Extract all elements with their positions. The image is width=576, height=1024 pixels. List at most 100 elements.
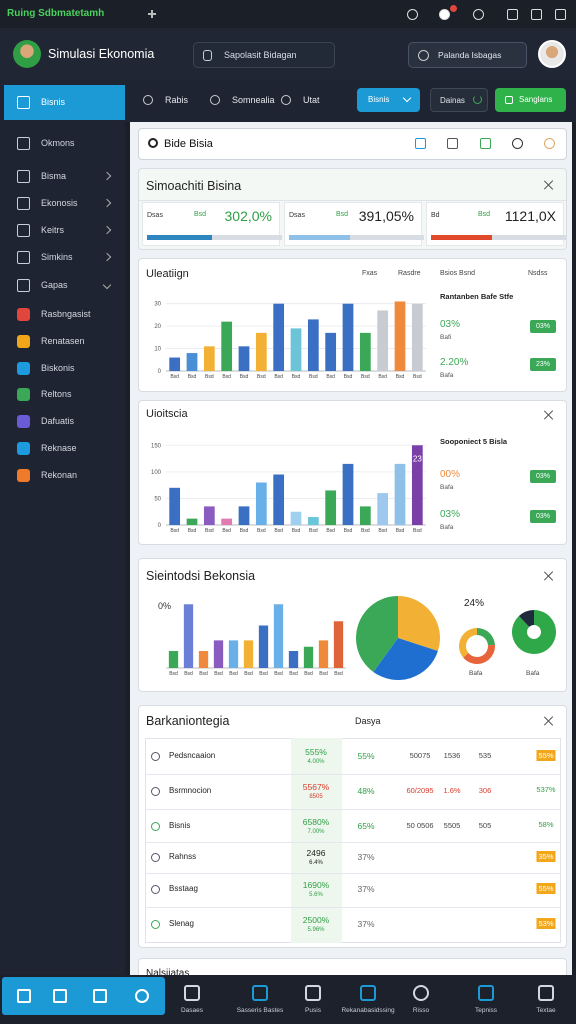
nav-icon[interactable] [360,985,376,1001]
search-tool[interactable] [447,138,458,149]
sidebar-item[interactable]: Bisma [41,171,67,181]
sidebar-icon[interactable] [17,362,30,375]
search-box[interactable]: Bide Bisia [138,128,567,160]
nav-icon[interactable] [184,985,200,1001]
nav-label[interactable]: Sasseris Bastes [236,1007,284,1014]
sidebar-icon[interactable] [17,96,30,109]
bottom-icon[interactable] [53,989,67,1003]
nav-icon[interactable] [252,985,268,1001]
sidebar-icon[interactable] [17,308,30,321]
sidebar-item[interactable]: Reltons [41,389,72,399]
sidebar [0,80,125,975]
stat-label: Dsas [289,212,305,219]
close-button[interactable] [543,716,554,726]
window-icon[interactable] [507,9,518,20]
nav-icon[interactable] [305,985,321,1001]
row-change: 65% [357,821,375,831]
sidebar-active[interactable] [4,85,125,120]
sidebar-item[interactable]: Ekonosis [41,198,78,208]
nav-label[interactable]: Rekanabasidssing [341,1007,395,1014]
nav-icon[interactable] [538,985,554,1001]
sidebar-icon[interactable] [17,224,30,237]
search-tool[interactable] [544,138,555,149]
sidebar-item[interactable]: Dafuatis [41,416,75,426]
primary-icon [505,96,513,104]
toolbar-tab[interactable]: Utat [303,95,320,105]
sidebar-item[interactable]: Bisnis [41,97,66,107]
sidebar-item[interactable]: Keitrs [41,225,65,235]
row-divider [146,841,560,843]
logo-avatar[interactable] [13,40,41,68]
stat-value: 391,05% [358,208,414,224]
tab-icon [210,95,220,105]
row-divider [146,906,560,908]
row-compare: 50 0506 [406,821,434,830]
window-icon[interactable] [555,9,566,20]
close-button[interactable] [543,571,554,581]
sidebar-item[interactable]: Simkins [41,252,73,262]
sidebar-icon[interactable] [17,442,30,455]
row-name: Bisnis [169,821,191,830]
row-compare: 505 [478,821,492,830]
stat-label: Dsas [147,212,163,219]
toolbar-tab[interactable]: Rabis [165,95,189,105]
side-value: 00% [440,469,461,480]
sidebar-item[interactable]: Renatasen [41,336,85,346]
row-icon [151,885,160,894]
sidebar-icon[interactable] [17,335,30,348]
row-metric: 2500% [302,915,330,925]
sidebar-icon[interactable] [17,469,30,482]
toolbar-secondary[interactable]: Dainas [430,88,488,112]
header-search[interactable]: Sapolasit Bidagan [193,42,335,68]
toolbar-dropdown[interactable]: Bisnis [357,88,420,112]
sidebar-item[interactable]: Reknase [41,443,77,453]
chart-title: Sieintodsi Bekonsia [146,569,256,583]
close-button[interactable] [543,180,554,190]
sidebar-item[interactable]: Biskonis [41,363,75,373]
nav-label[interactable]: Dasaes [180,1007,204,1014]
dropdown-caret [402,93,412,103]
nav-label[interactable]: Pusis [305,1007,321,1014]
close-button[interactable] [543,410,554,420]
side-badge: 03% [530,320,556,333]
legend-label: Fxas [362,270,378,277]
sidebar-icon[interactable] [17,251,30,264]
sidebar-item[interactable]: Rekonan [41,470,78,480]
app-name: Simulasi Ekonomia [48,47,155,61]
search-tool[interactable] [415,138,426,149]
window-icon[interactable] [473,9,484,20]
nav-label[interactable]: Tepniss [474,1007,498,1014]
nav-label[interactable]: Textae [536,1007,556,1014]
window-icon[interactable] [407,9,418,20]
new-tab[interactable] [151,10,153,18]
toolbar-tab[interactable]: Somnealia [232,95,275,105]
progress-track [431,235,566,240]
footer-card-title: Nalsiiatas [146,968,190,979]
progress-bar [431,235,492,240]
toolbar-primary[interactable]: Sanglans [495,88,566,112]
nav-label[interactable]: Risso [412,1007,430,1014]
row-badge: 35% [536,851,556,862]
nav-icon[interactable] [478,985,494,1001]
sidebar-icon[interactable] [17,415,30,428]
user-avatar[interactable] [538,40,566,68]
window-icon[interactable] [439,9,450,20]
header-action[interactable]: Palanda Isbagas [408,42,527,68]
bottom-icon[interactable] [135,989,149,1003]
bottom-icon[interactable] [93,989,107,1003]
sidebar-icon[interactable] [17,388,30,401]
sidebar-item[interactable]: Gapas [41,280,68,290]
nav-icon[interactable] [413,985,429,1001]
sidebar-icon[interactable] [17,137,30,150]
row-icon [151,853,160,862]
sidebar-icon[interactable] [17,197,30,210]
window-icon[interactable] [531,9,542,20]
sidebar-icon[interactable] [17,279,30,292]
search-tool[interactable] [512,138,523,149]
side-label: Bafa [440,484,454,491]
sidebar-item[interactable]: Okmons [41,138,75,148]
sidebar-item[interactable]: Rasbngasist [41,309,91,319]
bottom-icon[interactable] [17,989,31,1003]
search-tool[interactable] [480,138,491,149]
sidebar-icon[interactable] [17,170,30,183]
